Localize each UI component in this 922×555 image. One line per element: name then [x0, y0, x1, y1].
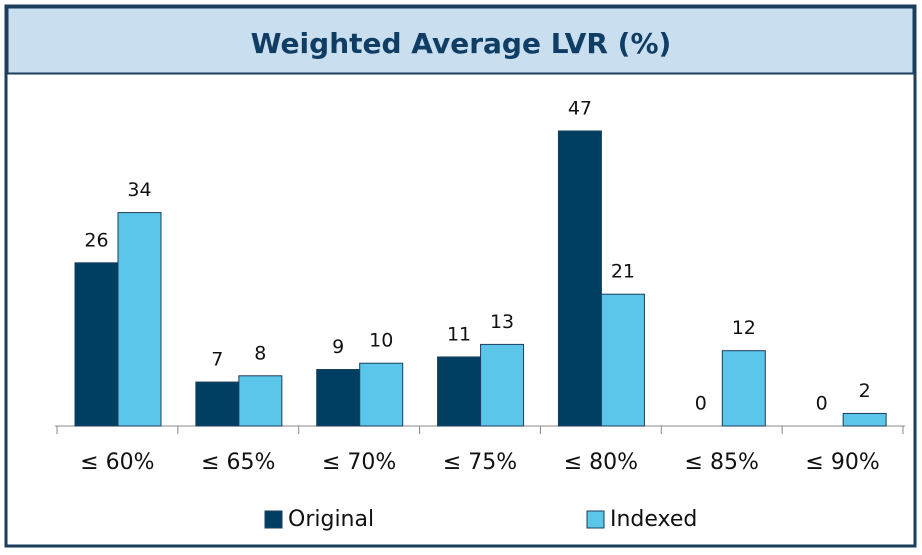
bar [600, 293, 645, 427]
legend-swatch [264, 510, 283, 529]
bar [316, 369, 361, 427]
bar [721, 350, 766, 427]
legend-swatch [586, 510, 605, 529]
bar [480, 343, 525, 427]
legend-label: Indexed [610, 507, 697, 532]
bar [195, 381, 240, 427]
bar [359, 362, 404, 427]
bar [437, 356, 482, 427]
x-tick-label: ≤ 90% [805, 450, 879, 475]
data-label: 13 [490, 311, 514, 333]
x-tick-label: ≤ 85% [685, 450, 759, 475]
title-band [6, 6, 915, 75]
data-label: 0 [695, 393, 707, 415]
data-label: 0 [816, 393, 828, 415]
data-label: 26 [84, 229, 108, 251]
data-label: 2 [859, 380, 871, 402]
data-label: 8 [254, 342, 266, 364]
bar [557, 130, 602, 427]
bar [238, 375, 283, 427]
data-label: 10 [369, 330, 393, 352]
data-label: 9 [332, 336, 344, 358]
x-tick-label: ≤ 65% [201, 450, 275, 475]
data-label: 21 [611, 261, 635, 283]
data-label: 7 [211, 349, 223, 371]
x-tick-label: ≤ 75% [443, 450, 517, 475]
legend-label: Original [288, 507, 374, 532]
data-label: 12 [732, 317, 756, 339]
x-tick-label: ≤ 80% [564, 450, 638, 475]
data-label: 47 [568, 98, 592, 120]
data-label: 11 [447, 323, 471, 345]
x-tick-label: ≤ 60% [80, 450, 154, 475]
bar [117, 212, 162, 427]
bar [74, 262, 119, 427]
data-label: 34 [127, 179, 151, 201]
bar [842, 412, 887, 427]
chart-title: Weighted Average LVR (%) [251, 27, 672, 60]
x-tick-label: ≤ 70% [322, 450, 396, 475]
